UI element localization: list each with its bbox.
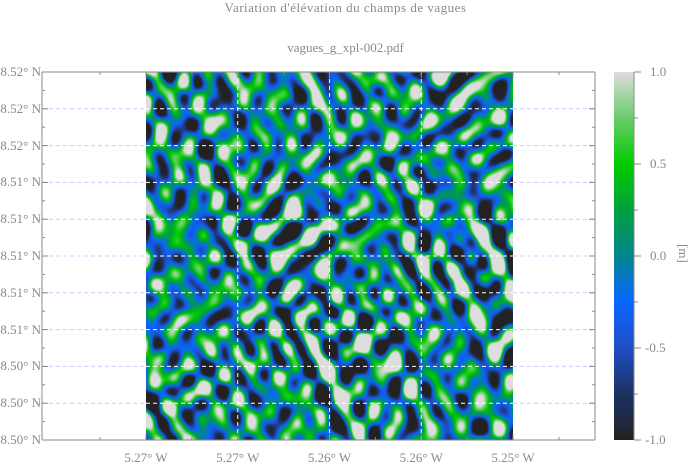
colorbar (614, 72, 634, 440)
colorbar-tick-label: 0.0 (650, 248, 667, 263)
y-tick-label: 48.50° N (0, 432, 41, 447)
x-tick-label: 5.25° W (491, 450, 535, 464)
y-tick-label: 48.50° N (0, 395, 41, 411)
y-tick-label: 48.51° N (0, 248, 41, 263)
colorbar-tick-label: -0.5 (645, 340, 666, 355)
x-tick-label: 5.27° W (124, 450, 168, 464)
colorbar-tick-label: 1.0 (650, 64, 667, 79)
colorbar-tick-label: -1.0 (645, 432, 666, 447)
x-tick-label: 5.26° W (399, 450, 443, 464)
chart-subtitle: vagues_g_xpl-002.pdf (287, 40, 404, 55)
y-tick-label: 48.51° N (0, 321, 41, 337)
y-tick-label: 48.51° N (0, 284, 41, 300)
x-tick-label: 5.27° W (216, 450, 260, 464)
y-tick-label: 48.50° N (0, 358, 41, 374)
y-tick-label: 48.51° N (0, 174, 41, 190)
y-tick-label: 48.51° N (0, 211, 41, 227)
chart-title: Variation d'élévation du champs de vague… (224, 0, 467, 15)
colorbar-label: [m] (676, 244, 691, 263)
y-tick-label: 48.52° N (0, 137, 41, 153)
y-tick-label: 48.52° N (0, 100, 41, 116)
x-tick-label: 5.26° W (307, 450, 352, 464)
y-tick-label: 48.52° N (0, 64, 41, 79)
colorbar-tick-label: 0.5 (650, 156, 667, 171)
